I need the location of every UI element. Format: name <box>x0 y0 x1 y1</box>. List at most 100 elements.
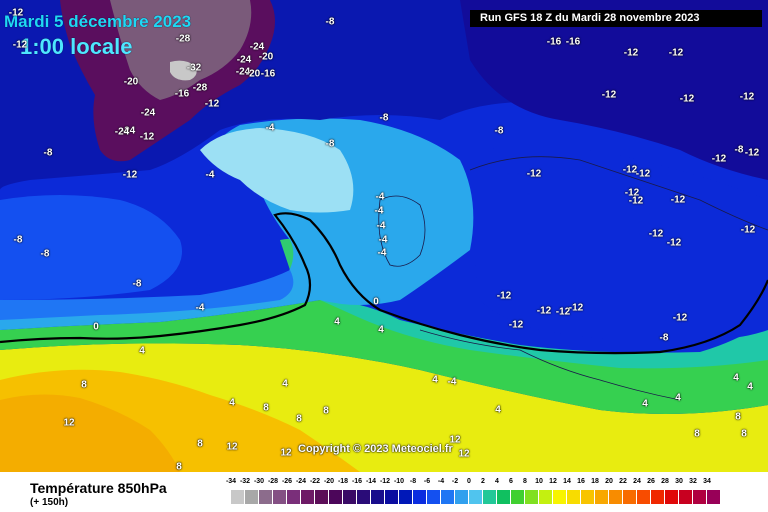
scale-label: -10 <box>393 478 405 485</box>
isotherm-label: 4 <box>282 378 288 390</box>
isotherm-label: 8 <box>741 428 747 440</box>
isotherm-label: -4 <box>265 122 275 134</box>
isotherm-label: -8 <box>494 125 504 137</box>
isotherm-label: -12 <box>740 224 756 236</box>
isotherm-label: 4 <box>334 316 340 328</box>
scale-label: -34 <box>225 478 237 485</box>
scale-swatch <box>245 490 259 504</box>
scale-swatch <box>273 490 287 504</box>
isotherm-label: -8 <box>734 144 744 156</box>
isotherm-label: -16 <box>174 88 190 100</box>
isotherm-label: -16 <box>565 36 581 48</box>
isotherm-label: 8 <box>735 411 741 423</box>
isotherm-label: -12 <box>568 302 584 314</box>
scale-swatch <box>413 490 427 504</box>
scale-swatch <box>609 490 623 504</box>
scale-label: -12 <box>379 478 391 485</box>
scale-swatch <box>581 490 595 504</box>
scale-swatch <box>707 490 721 504</box>
isotherm-label: 8 <box>263 402 269 414</box>
isotherm-label: 4 <box>747 381 753 393</box>
variable-title: Température 850hPa <box>30 480 167 496</box>
scale-bar <box>231 490 721 504</box>
isotherm-label: -24 <box>114 126 130 138</box>
isotherm-label: 4 <box>139 345 145 357</box>
isotherm-label: -8 <box>40 248 50 260</box>
isotherm-label: -12 <box>536 305 552 317</box>
isotherm-label: -12 <box>628 195 644 207</box>
scale-swatch <box>343 490 357 504</box>
isotherm-label: 8 <box>176 461 182 473</box>
isotherm-label: -20 <box>123 76 139 88</box>
scale-label: 16 <box>577 478 585 485</box>
temperature-map <box>0 0 768 472</box>
scale-swatch <box>623 490 637 504</box>
isotherm-label: -8 <box>13 234 23 246</box>
isotherm-label: 4 <box>229 397 235 409</box>
isotherm-label: -4 <box>375 191 385 203</box>
scale-label: -28 <box>267 478 279 485</box>
scale-swatch <box>483 490 497 504</box>
isotherm-label: -24 <box>140 107 156 119</box>
isotherm-label: 4 <box>642 398 648 410</box>
isotherm-label: -4 <box>376 220 386 232</box>
scale-swatch <box>525 490 539 504</box>
isotherm-label: -12 <box>496 290 512 302</box>
isotherm-label: -8 <box>132 278 142 290</box>
scale-swatch <box>567 490 581 504</box>
isotherm-label: -8 <box>325 16 335 28</box>
scale-swatch <box>693 490 707 504</box>
isotherm-label: -12 <box>711 153 727 165</box>
copyright-notice: Copyright © 2023 Meteociel.fr <box>298 443 453 455</box>
isotherm-label: -8 <box>379 112 389 124</box>
isotherm-label: -12 <box>648 228 664 240</box>
isotherm-label: -4 <box>377 247 387 259</box>
isotherm-label: -12 <box>679 93 695 105</box>
scale-label: 12 <box>549 478 557 485</box>
scale-swatch <box>301 490 315 504</box>
isotherm-label: -20 <box>245 68 261 80</box>
scale-label: 20 <box>605 478 613 485</box>
scale-label: -32 <box>239 478 251 485</box>
scale-swatch <box>231 490 245 504</box>
isotherm-label: -4 <box>374 205 384 217</box>
scale-swatch <box>511 490 525 504</box>
scale-label: -20 <box>323 478 335 485</box>
isotherm-label: -24 <box>120 125 136 137</box>
scale-label: 14 <box>563 478 571 485</box>
isotherm-label: 4 <box>495 404 501 416</box>
isotherm-label: -16 <box>260 68 276 80</box>
scale-label: -16 <box>351 478 363 485</box>
scale-swatch <box>679 490 693 504</box>
isotherm-label: -16 <box>546 36 562 48</box>
legend-footer: Température 850hPa (+ 150h) -34 -32 -30 -28… <box>0 472 768 512</box>
scale-label: -18 <box>337 478 349 485</box>
isotherm-label: -12 <box>139 131 155 143</box>
scale-swatch <box>427 490 441 504</box>
scale-swatch <box>315 490 329 504</box>
isotherm-label: -28 <box>175 33 191 45</box>
isotherm-label: -12 <box>526 168 542 180</box>
isotherm-label: 8 <box>296 413 302 425</box>
isotherm-label: -12 <box>635 168 651 180</box>
scale-swatch <box>595 490 609 504</box>
scale-label: 28 <box>661 478 669 485</box>
scale-swatch <box>665 490 679 504</box>
isotherm-label: -12 <box>623 47 639 59</box>
isotherm-label: -12 <box>508 319 524 331</box>
isotherm-label: -24 <box>249 41 265 53</box>
forecast-date: Mardi 5 décembre 2023 <box>4 12 192 31</box>
isotherm-label: 12 <box>280 447 292 459</box>
isotherm-label: 8 <box>81 379 87 391</box>
isotherm-label: -12 <box>668 47 684 59</box>
scale-label: 10 <box>535 478 543 485</box>
isotherm-label: 12 <box>226 441 238 453</box>
scale-label: 2 <box>481 478 485 485</box>
scale-swatch <box>455 490 469 504</box>
isotherm-label: 0 <box>373 296 379 308</box>
scale-swatch <box>399 490 413 504</box>
isotherm-label: 0 <box>93 321 99 333</box>
isotherm-label: -12 <box>204 98 220 110</box>
isotherm-label: -12 <box>622 164 638 176</box>
scale-label: -14 <box>365 478 377 485</box>
